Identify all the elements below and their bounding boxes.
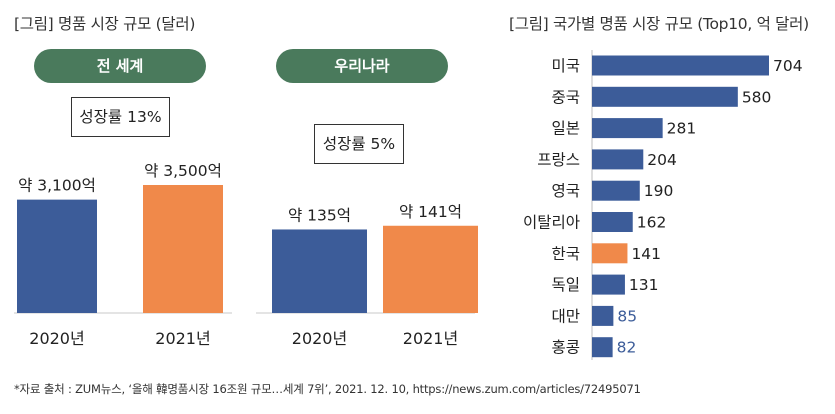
korea-category-label: 2021년 [403,329,458,348]
country-bar-8 [592,274,625,295]
country-label: 독일 [551,276,580,294]
country-label: 프랑스 [537,151,580,169]
world-bar-value-label: 약 3,100억 [18,177,96,195]
country-label: 중국 [551,88,580,106]
country-value-label: 704 [773,57,803,75]
country-bar-6 [592,212,633,232]
korea-category-label: 2020년 [292,329,347,348]
country-label: 홍콩 [551,339,580,357]
world-bar-value-label: 약 3,500억 [144,162,222,180]
korea-bar-value-label: 약 141억 [399,203,462,221]
country-value-label: 190 [644,182,674,200]
korea-bar-1 [272,229,367,313]
world-growth-box: 성장률 13% [71,97,170,137]
country-value-label: 131 [629,276,659,294]
country-bar-10 [592,337,613,358]
country-bar-9 [592,305,614,326]
left-chart-title: [그림] 명품 시장 규모 (달러) [14,15,196,33]
world-korea-bar-charts: 약 3,100억 2020년 약 3,500억 2021년 약 135억 2020년 약 1… [14,162,478,348]
korea-bar-2 [383,225,478,313]
country-value-label: 162 [637,214,667,232]
country-value-label: 82 [617,339,637,357]
country-label: 일본 [551,120,580,138]
country-value-label: 141 [631,245,661,263]
country-value-label: 281 [667,120,697,138]
country-label: 한국 [551,245,580,263]
country-label: 이탈리아 [523,214,580,232]
world-bar-2 [143,185,223,313]
korea-growth-box: 성장률 5% [314,124,404,164]
source-footnote: *자료 출처 : ZUM뉴스, ‘올해 韓명품시장 16조원 규모…세계 7위’… [14,382,641,396]
korea-panel-label: 우리나라 [276,49,448,83]
country-label: 영국 [551,182,580,200]
world-category-label: 2020년 [29,329,84,348]
country-value-label: 85 [617,307,637,325]
country-label: 대만 [551,307,580,325]
country-value-label: 204 [647,151,677,169]
country-label: 미국 [551,57,580,75]
korea-bar-value-label: 약 135억 [288,206,351,224]
world-category-label: 2021년 [155,329,210,348]
country-bar-2 [592,86,738,107]
world-panel-label: 전 세계 [34,49,206,83]
country-value-label: 580 [742,88,772,106]
country-bar-7 [592,243,628,264]
country-bar-4 [592,149,644,170]
country-bar-1 [592,55,769,76]
world-bar-1 [17,199,97,313]
country-bar-5 [592,180,640,201]
country-bar-3 [592,118,663,139]
right-chart-title: [그림] 국가별 명품 시장 규모 (Top10, 억 달러) [509,15,809,33]
